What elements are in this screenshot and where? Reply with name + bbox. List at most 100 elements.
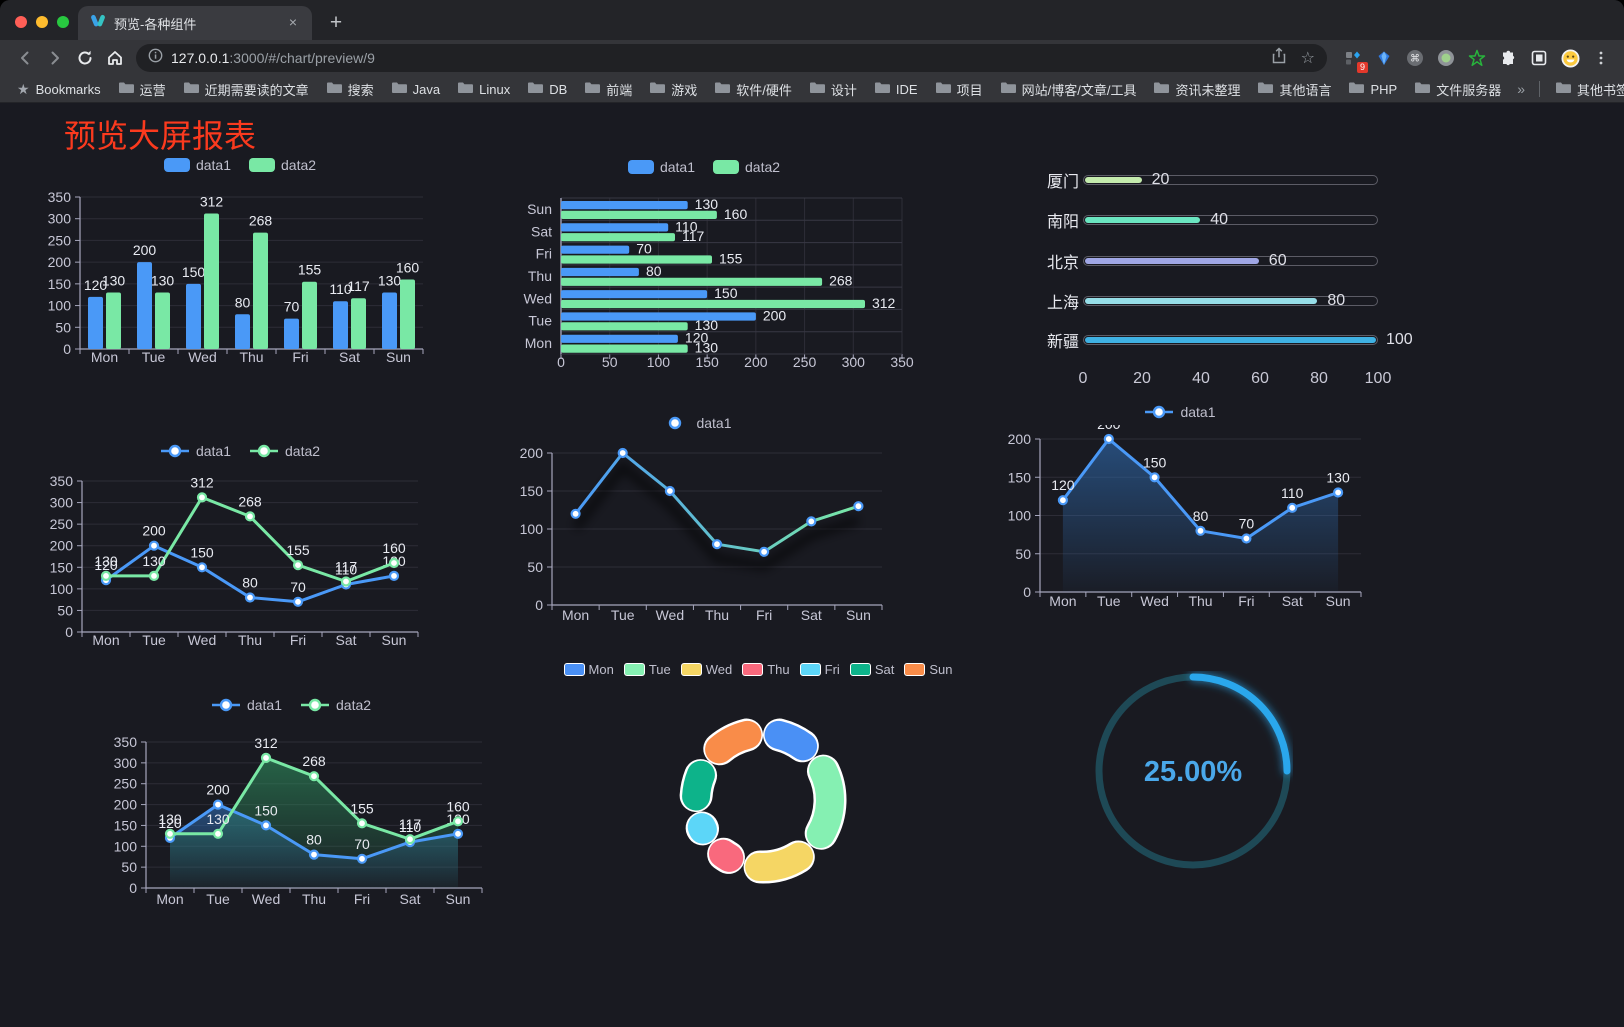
svg-text:100: 100 [520, 521, 544, 537]
progress-fill [1085, 337, 1376, 343]
chart-legend: data1 data2 [86, 692, 496, 718]
legend-item[interactable]: Sun [904, 662, 952, 677]
dashboard-page: 预览大屏报表 data1 data2 0 50 100 150 200 250 300 350 Mo… [0, 103, 1624, 1026]
svg-text:350: 350 [48, 189, 72, 205]
bookmark-folder[interactable]: 资讯未整理 [1148, 78, 1245, 101]
svg-text:Sun: Sun [1326, 593, 1351, 609]
legend-item[interactable]: data1 [627, 159, 695, 175]
bookmark-folder[interactable]: 设计 [804, 78, 862, 101]
legend-item[interactable]: data1 [660, 415, 732, 431]
address-bar[interactable]: 127.0.0.1:3000/#/chart/preview/9 ☆ [136, 44, 1327, 72]
svg-text:Sun: Sun [386, 349, 411, 365]
bookmark-folder[interactable]: PHP [1343, 78, 1402, 101]
close-window-icon[interactable] [15, 16, 27, 28]
bookmark-folder[interactable]: DB [522, 78, 572, 101]
svg-text:250: 250 [50, 516, 74, 532]
browser-tab[interactable]: 预览-各种组件 × [78, 6, 312, 40]
url-host: 127.0.0.1 [171, 50, 230, 66]
svg-text:312: 312 [254, 735, 278, 751]
legend-item[interactable]: data1 [160, 443, 231, 459]
bookmark-folder[interactable]: 近期需要读的文章 [178, 78, 314, 101]
other-bookmarks-folder[interactable]: 其他书签 [1550, 78, 1624, 101]
reload-button[interactable] [70, 44, 100, 72]
bookmark-star-icon[interactable]: ☆ [1300, 50, 1315, 67]
legend-item[interactable]: data2 [300, 697, 371, 713]
browser-menu-icon[interactable] [1588, 45, 1614, 71]
forward-button[interactable] [40, 44, 70, 72]
extensions-puzzle-icon[interactable] [1495, 45, 1521, 71]
tab-close-icon[interactable]: × [288, 14, 298, 30]
svg-text:312: 312 [200, 194, 224, 210]
legend-item[interactable]: Fri [799, 662, 840, 677]
svg-text:70: 70 [284, 299, 300, 315]
svg-text:268: 268 [238, 493, 262, 509]
bookmark-folder[interactable]: 运营 [113, 78, 171, 101]
svg-text:0: 0 [557, 354, 565, 370]
svg-text:Tue: Tue [206, 891, 230, 907]
share-icon[interactable] [1271, 46, 1287, 70]
svg-text:160: 160 [382, 540, 406, 556]
bookmark-folder[interactable]: IDE [869, 78, 923, 101]
bookmark-folder[interactable]: 文件服务器 [1409, 78, 1506, 101]
svg-text:300: 300 [842, 354, 866, 370]
svg-text:150: 150 [190, 544, 214, 560]
svg-text:155: 155 [719, 250, 743, 266]
legend-item[interactable]: data1 [211, 697, 282, 713]
legend-item[interactable]: Sat [849, 662, 894, 677]
svg-text:50: 50 [527, 559, 543, 575]
extension-emoji-icon[interactable] [1557, 45, 1583, 71]
chart-legend: data1 data2 [28, 152, 452, 178]
bookmarks-manager-item[interactable]: ★ Bookmarks [12, 79, 106, 100]
folder-icon [1555, 81, 1572, 97]
svg-text:350: 350 [50, 473, 74, 489]
svg-text:117: 117 [682, 228, 705, 244]
bookmarks-overflow-button[interactable]: » [1517, 81, 1526, 97]
extension-tabs-icon[interactable]: 9 [1340, 45, 1368, 73]
legend-item[interactable]: Wed [680, 662, 732, 677]
bookmark-folder[interactable]: 游戏 [644, 78, 702, 101]
folder-icon [1153, 81, 1170, 97]
bookmark-folder[interactable]: 搜索 [321, 78, 379, 101]
svg-text:Thu: Thu [705, 607, 729, 623]
legend-item[interactable]: Mon [563, 662, 614, 677]
bookmark-folder[interactable]: 其他语言 [1252, 78, 1336, 101]
svg-text:Thu: Thu [528, 268, 552, 284]
extension-star-icon[interactable] [1464, 45, 1490, 71]
ring-gauge-svg: 25.00% [1095, 673, 1291, 869]
home-button[interactable] [100, 44, 130, 72]
svg-text:200: 200 [142, 523, 166, 539]
svg-text:100: 100 [647, 354, 671, 370]
extension-darkreader-icon[interactable] [1526, 45, 1552, 71]
svg-text:50: 50 [55, 319, 71, 335]
bookmark-folder[interactable]: Linux [452, 78, 515, 101]
maximize-window-icon[interactable] [57, 16, 69, 28]
bookmark-folder[interactable]: 网站/博客/文章/工具 [995, 78, 1142, 101]
site-info-icon[interactable] [148, 48, 163, 68]
legend-item[interactable]: data1 [163, 157, 231, 173]
svg-text:Wed: Wed [656, 607, 685, 623]
bookmark-folder[interactable]: 前端 [579, 78, 637, 101]
svg-text:130: 130 [102, 273, 126, 289]
url-path: :3000/#/chart/preview/9 [229, 50, 375, 66]
svg-text:268: 268 [249, 213, 273, 229]
bookmark-folder[interactable]: 项目 [930, 78, 988, 101]
legend-item[interactable]: data2 [249, 443, 320, 459]
legend-item[interactable]: data2 [249, 157, 316, 173]
back-button[interactable] [10, 44, 40, 72]
legend-item[interactable]: data2 [713, 159, 780, 175]
page-title: 预览大屏报表 [64, 118, 257, 154]
minimize-window-icon[interactable] [36, 16, 48, 28]
svg-text:300: 300 [114, 755, 138, 771]
extension-gem-icon[interactable] [1371, 45, 1397, 71]
new-tab-button[interactable]: + [329, 11, 343, 34]
bookmark-folder[interactable]: 软件/硬件 [709, 78, 797, 101]
svg-text:120: 120 [94, 557, 118, 573]
legend-item[interactable]: data1 [1144, 404, 1216, 420]
legend-item[interactable]: Tue [623, 662, 671, 677]
svg-text:Thu: Thu [239, 349, 263, 365]
extension-dot-icon[interactable] [1433, 45, 1459, 71]
extension-command-icon[interactable]: ⌘ [1402, 45, 1428, 71]
chart-legend: Mon Tue Wed Thu Fri Sat Sun [553, 656, 963, 682]
legend-item[interactable]: Thu [742, 662, 790, 677]
bookmark-folder[interactable]: Java [386, 78, 445, 101]
